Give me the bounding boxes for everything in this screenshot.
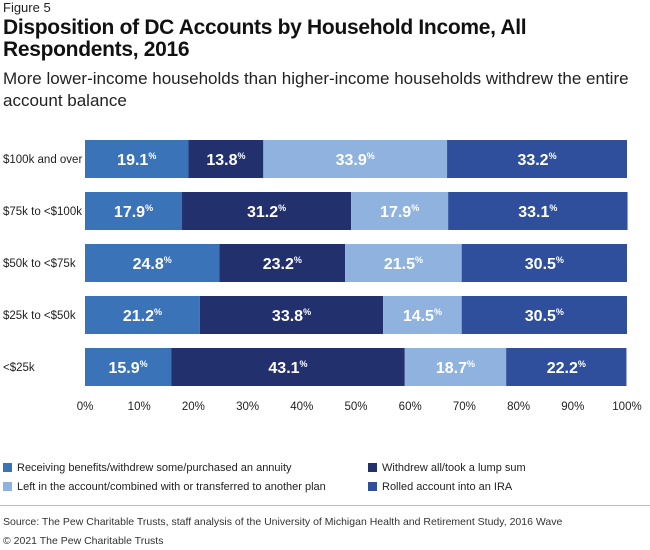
- category-label: $75k to <$100k: [3, 206, 82, 218]
- bar-segment-benefits: [85, 296, 200, 334]
- data-label-benefits: 21.2%: [123, 307, 162, 325]
- legend-label-left: Left in the account/combined with or tra…: [17, 481, 326, 493]
- chart-subtitle: More lower-income households than higher…: [3, 69, 629, 110]
- data-label-left: 18.7%: [436, 359, 475, 377]
- data-label-benefits: 15.9%: [109, 359, 148, 377]
- data-label-withdraw: 31.2%: [247, 203, 286, 221]
- bar-segment-left: [345, 244, 462, 282]
- data-label-benefits: 17.9%: [114, 203, 153, 221]
- bar-segment-rolled: [447, 140, 627, 178]
- legend-label-benefits: Receiving benefits/withdrew some/purchas…: [17, 462, 292, 474]
- bar-segment-withdraw: [219, 244, 346, 282]
- data-label-withdraw: 13.8%: [206, 151, 245, 169]
- data-label-withdraw: 33.8%: [272, 307, 311, 325]
- data-label-left: 33.9%: [336, 151, 375, 169]
- figure-label: Figure 5: [3, 0, 51, 15]
- legend-label-withdraw: Withdrew all/took a lump sum: [382, 462, 526, 474]
- divider: [0, 505, 650, 506]
- data-label-rolled: 33.2%: [517, 151, 556, 169]
- legend-item-rolled: Rolled account into an IRA: [368, 481, 512, 493]
- bar-segment-benefits: [85, 192, 183, 230]
- data-label-rolled: 30.5%: [525, 255, 564, 273]
- x-tick-label: 100%: [612, 401, 641, 413]
- bar-segment-benefits: [85, 348, 172, 386]
- category-label: $50k to <$75k: [3, 258, 76, 270]
- source-note: Source: The Pew Charitable Trusts, staff…: [3, 516, 563, 528]
- data-label-left: 21.5%: [384, 255, 423, 273]
- bar-segment-rolled: [461, 244, 627, 282]
- x-tick-label: 40%: [290, 401, 313, 413]
- x-tick-label: 20%: [182, 401, 205, 413]
- legend-swatch-left: [3, 482, 12, 491]
- x-tick-label: 50%: [344, 401, 367, 413]
- x-tick-label: 10%: [128, 401, 151, 413]
- data-label-benefits: 19.1%: [117, 151, 156, 169]
- data-label-rolled: 30.5%: [525, 307, 564, 325]
- x-tick-label: 0%: [77, 401, 94, 413]
- legend-item-left: Left in the account/combined with or tra…: [3, 481, 326, 493]
- data-label-withdraw: 23.2%: [263, 255, 302, 273]
- bar-segment-withdraw: [199, 296, 384, 334]
- x-tick-label: 90%: [561, 401, 584, 413]
- bar-segment-withdraw: [182, 192, 352, 230]
- x-tick-label: 80%: [507, 401, 530, 413]
- category-label: $25k to <$50k: [3, 310, 76, 322]
- bar-segment-left: [351, 192, 449, 230]
- data-label-rolled: 22.2%: [547, 359, 586, 377]
- data-label-withdraw: 43.1%: [268, 359, 307, 377]
- bar-segment-benefits: [85, 244, 220, 282]
- copyright-note: © 2021 The Pew Charitable Trusts: [3, 535, 164, 547]
- bar-segment-withdraw: [171, 348, 405, 386]
- bar-segment-left: [383, 296, 462, 334]
- legend-item-withdraw: Withdrew all/took a lump sum: [368, 462, 526, 474]
- category-label: <$25k: [3, 362, 35, 374]
- data-label-left: 14.5%: [403, 307, 442, 325]
- bar-segment-rolled: [461, 296, 627, 334]
- chart-title: Disposition of DC Accounts by Household …: [3, 16, 527, 61]
- legend-item-benefits: Receiving benefits/withdrew some/purchas…: [3, 462, 292, 474]
- bar-segment-benefits: [85, 140, 189, 178]
- data-label-rolled: 33.1%: [518, 203, 557, 221]
- legend-swatch-rolled: [368, 482, 377, 491]
- x-tick-label: 60%: [399, 401, 422, 413]
- bar-segment-withdraw: [188, 140, 264, 178]
- data-label-benefits: 24.8%: [133, 255, 172, 273]
- x-tick-label: 30%: [236, 401, 259, 413]
- bar-segment-rolled: [448, 192, 628, 230]
- x-tick-label: 70%: [453, 401, 476, 413]
- legend-swatch-withdraw: [368, 463, 377, 472]
- bar-segment-left: [404, 348, 507, 386]
- data-label-left: 17.9%: [380, 203, 419, 221]
- category-label: $100k and over: [3, 154, 82, 166]
- bar-segment-left: [263, 140, 448, 178]
- legend-label-rolled: Rolled account into an IRA: [382, 481, 513, 493]
- stacked-bar-chart: $100k and over 19.1% 13.8% 33.9% 33.2% $75k t…: [3, 140, 642, 413]
- legend-swatch-benefits: [3, 463, 12, 472]
- bar-segment-rolled: [506, 348, 627, 386]
